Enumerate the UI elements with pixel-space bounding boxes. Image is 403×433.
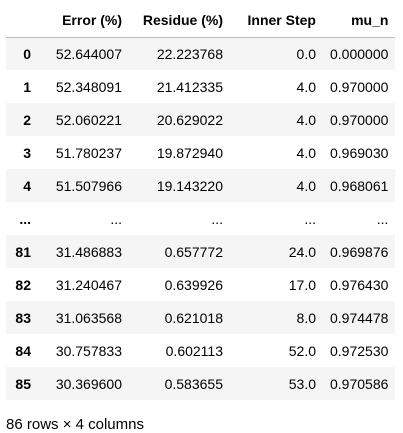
- cell-mu-n: 0.970000: [330, 78, 389, 95]
- cell-inner-step: 0.0: [296, 45, 316, 62]
- table-body: 0 52.644007 22.223768 0.0 0.000000 1 52.…: [6, 37, 396, 400]
- row-index: 85: [15, 375, 31, 392]
- cell-mu-n: 0.974478: [330, 309, 389, 326]
- table-row: 84 30.757833 0.602113 52.0 0.972530: [6, 334, 395, 367]
- table-row: 83 31.063568 0.621018 8.0 0.974478: [6, 301, 396, 334]
- cell-inner-step: 53.0: [288, 375, 316, 392]
- row-index: 84: [15, 342, 31, 359]
- cell-error: ...: [110, 210, 122, 227]
- cell-error: 51.507966: [55, 177, 122, 194]
- table-row: 2 52.060221 20.629022 4.0 0.970000: [6, 103, 396, 136]
- cell-mu-n: 0.969876: [330, 243, 389, 260]
- row-index: 83: [15, 309, 31, 326]
- cell-inner-step: 4.0: [296, 144, 316, 161]
- cell-error: 31.063568: [55, 309, 122, 326]
- cell-error: 30.369600: [55, 375, 122, 392]
- column-header-residue: Residue (%): [129, 3, 230, 38]
- cell-inner-step: 17.0: [288, 276, 316, 293]
- cell-mu-n: 0.000000: [330, 45, 389, 62]
- row-index: ...: [19, 210, 31, 227]
- table-row: 81 31.486883 0.657772 24.0 0.969876: [6, 235, 396, 268]
- cell-mu-n: ...: [376, 210, 389, 227]
- cell-mu-n: 0.976430: [330, 276, 389, 293]
- cell-residue: 0.621018: [164, 309, 223, 326]
- cell-error: 52.348091: [55, 78, 122, 95]
- row-index: 1: [23, 78, 31, 95]
- cell-mu-n: 0.970000: [330, 111, 389, 128]
- dataframe-table: Error (%) Residue (%) Inner Step mu_n 0 …: [6, 3, 396, 400]
- row-index: 2: [23, 111, 31, 128]
- column-header-error: Error (%): [38, 3, 129, 38]
- cell-residue: ...: [211, 210, 223, 227]
- cell-residue: 22.223768: [156, 45, 223, 62]
- column-header-inner-step: Inner Step: [230, 3, 323, 38]
- index-header: [6, 3, 38, 38]
- row-index: 4: [23, 177, 31, 194]
- table-row: 0 52.644007 22.223768 0.0 0.000000: [6, 37, 396, 70]
- cell-residue: 20.629022: [156, 111, 223, 128]
- column-header-mu-n: mu_n: [323, 3, 396, 38]
- cell-inner-step: 8.0: [296, 309, 316, 326]
- cell-inner-step: 4.0: [296, 177, 316, 194]
- row-index: 81: [15, 243, 31, 260]
- table-row: 4 51.507966 19.143220 4.0 0.968061: [6, 169, 396, 202]
- cell-residue: 0.639926: [164, 276, 223, 293]
- cell-residue: 0.657772: [164, 243, 223, 260]
- cell-mu-n: 0.969030: [330, 144, 389, 161]
- cell-error: 52.060221: [55, 111, 122, 128]
- table-row: 85 30.369600 0.583655 53.0 0.970586: [6, 367, 396, 400]
- cell-residue: 0.583655: [164, 375, 223, 392]
- ellipsis-row: ... ... ... ... ...: [6, 202, 395, 235]
- row-index: 3: [23, 144, 31, 161]
- cell-residue: 19.143220: [156, 177, 223, 194]
- cell-residue: 19.872940: [156, 144, 223, 161]
- cell-inner-step: ...: [304, 210, 316, 227]
- cell-inner-step: 52.0: [288, 342, 316, 359]
- header-row: Error (%) Residue (%) Inner Step mu_n: [6, 3, 396, 38]
- cell-error: 31.240467: [55, 276, 122, 293]
- cell-inner-step: 4.0: [296, 111, 316, 128]
- table-row: 3 51.780237 19.872940 4.0 0.969030: [6, 136, 395, 169]
- cell-error: 51.780237: [55, 144, 122, 161]
- cell-mu-n: 0.972530: [330, 342, 389, 359]
- table-row: 82 31.240467 0.639926 17.0 0.976430: [6, 268, 395, 301]
- row-index: 82: [15, 276, 31, 293]
- cell-residue: 21.412335: [156, 78, 223, 95]
- table-row: 1 52.348091 21.412335 4.0 0.970000: [6, 70, 395, 103]
- cell-error: 31.486883: [55, 243, 122, 260]
- dataframe-output: Error (%) Residue (%) Inner Step mu_n 0 …: [0, 3, 403, 433]
- cell-error: 52.644007: [55, 45, 122, 62]
- cell-inner-step: 24.0: [288, 243, 316, 260]
- cell-residue: 0.602113: [165, 342, 223, 359]
- cell-error: 30.757833: [55, 342, 122, 359]
- cell-mu-n: 0.970586: [330, 375, 389, 392]
- row-index: 0: [23, 45, 31, 62]
- dataframe-shape-caption: 86 rows × 4 columns: [6, 416, 144, 433]
- table-header: Error (%) Residue (%) Inner Step mu_n: [6, 3, 396, 38]
- cell-inner-step: 4.0: [296, 78, 316, 95]
- cell-mu-n: 0.968061: [330, 177, 389, 194]
